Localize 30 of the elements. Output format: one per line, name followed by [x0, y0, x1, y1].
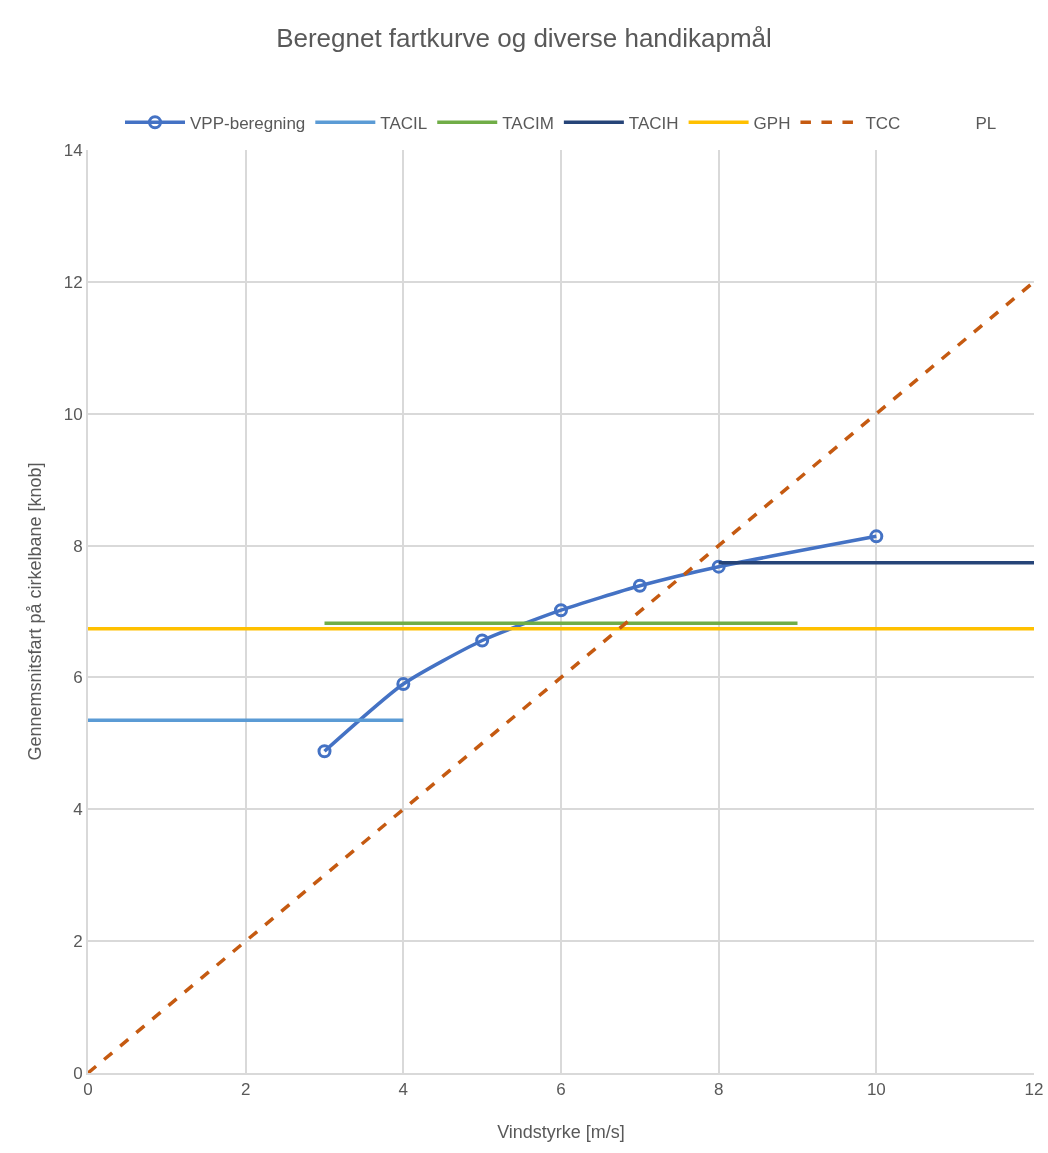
- y-tick-label: 0: [73, 1063, 83, 1083]
- x-tick-label: 12: [1024, 1080, 1044, 1100]
- legend-label: TCC: [865, 113, 901, 133]
- legend-label: VPP-beregning: [190, 113, 306, 133]
- y-tick-label: 14: [63, 140, 83, 160]
- point: [317, 744, 332, 759]
- point: [554, 603, 568, 618]
- x-tick-label: 10: [866, 1080, 886, 1100]
- y-tick-label: 2: [73, 932, 83, 952]
- y-tick-label: 10: [63, 404, 83, 424]
- x-axis-title: Vindstyrke [m/s]: [497, 1122, 625, 1142]
- x-tick-label: 4: [398, 1080, 409, 1100]
- y-tick-label: 8: [73, 536, 83, 556]
- x-tick-label: 6: [556, 1080, 566, 1100]
- point: [632, 578, 647, 593]
- legend-label: TACIH: [628, 113, 679, 133]
- legend-label: TACIL: [380, 113, 428, 133]
- y-tick-label: 6: [73, 668, 83, 688]
- point: [869, 529, 884, 544]
- x-tick-label: 2: [240, 1080, 251, 1100]
- point: [396, 677, 411, 692]
- legend-label: TACIM: [502, 113, 554, 133]
- point: [475, 633, 490, 648]
- y-axis-title: Gennemsnitsfart på cirkelbane [knob]: [25, 462, 45, 761]
- x-tick-label: 8: [713, 1080, 724, 1100]
- legend-label: GPH: [753, 113, 791, 133]
- y-tick-label: 12: [63, 272, 83, 292]
- chart-title: Beregnet fartkurve og diverse handikapmål: [276, 23, 772, 54]
- y-tick-label: 4: [73, 800, 83, 820]
- text: PL: [975, 113, 997, 133]
